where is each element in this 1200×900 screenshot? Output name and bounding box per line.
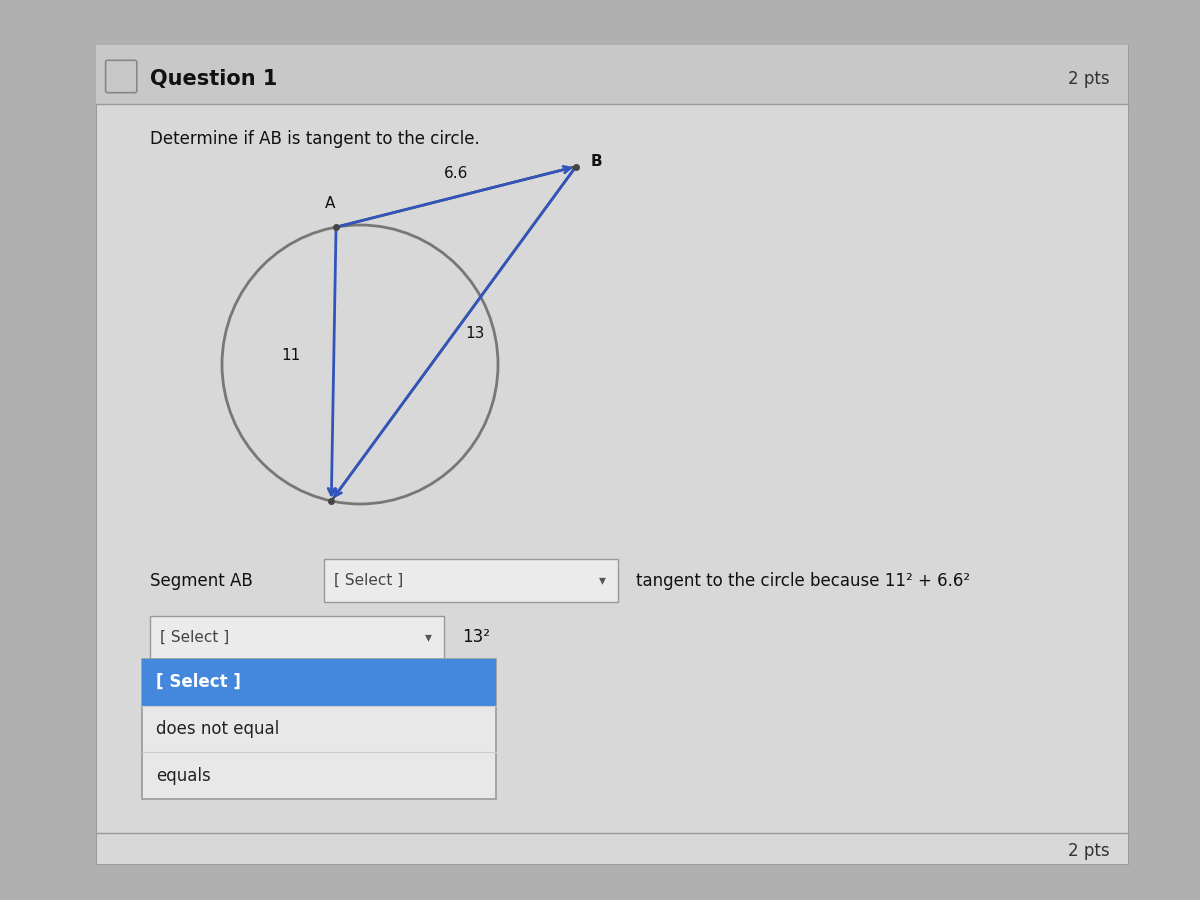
Text: A: A [325,196,335,211]
Text: 6.6: 6.6 [444,166,468,181]
FancyBboxPatch shape [324,559,618,602]
Text: [ Select ]: [ Select ] [334,573,403,588]
Text: 13: 13 [466,326,485,341]
FancyBboxPatch shape [142,659,496,706]
FancyBboxPatch shape [96,45,1128,864]
FancyBboxPatch shape [150,616,444,659]
Text: tangent to the circle because 11² + 6.6²: tangent to the circle because 11² + 6.6² [636,572,970,590]
Text: ▾: ▾ [599,573,606,588]
Text: 11: 11 [281,347,300,363]
Text: ▾: ▾ [425,630,432,644]
Text: [ Select ]: [ Select ] [160,630,229,644]
Text: equals: equals [156,767,211,785]
Text: Segment AB: Segment AB [150,572,253,590]
Text: does not equal: does not equal [156,720,280,738]
Text: [ Select ]: [ Select ] [156,673,241,691]
FancyBboxPatch shape [106,60,137,93]
Text: 2 pts: 2 pts [1068,70,1110,88]
Text: B: B [590,155,602,169]
Text: 2 pts: 2 pts [1068,842,1110,859]
FancyBboxPatch shape [96,45,1128,104]
Text: Determine if AB is tangent to the circle.: Determine if AB is tangent to the circle… [150,130,480,148]
Text: Question 1: Question 1 [150,69,277,89]
FancyBboxPatch shape [142,659,496,799]
Text: 13²: 13² [462,628,490,646]
